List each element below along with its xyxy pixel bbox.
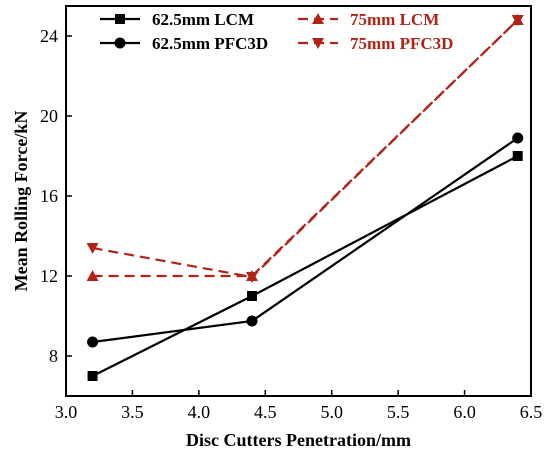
data-point-triangle-up: [86, 270, 99, 281]
series-line: [92, 137, 519, 344]
y-axis-title: Mean Rolling Force/kN: [11, 111, 31, 292]
x-tick-label: 3.5: [121, 402, 144, 422]
plot-area-border: [65, 5, 532, 397]
plot-frame: [65, 5, 532, 397]
legend: 62.5mm LCM 62.5mm PFC3D 75mm LCM 75mm PFC3D: [100, 10, 453, 53]
x-tick-label: 6.0: [453, 402, 476, 422]
data-point-triangle-down: [86, 243, 99, 254]
x-tick-label: 5.5: [387, 402, 410, 422]
series-2: [86, 14, 524, 281]
series-line: [92, 155, 519, 377]
legend-label: 75mm PFC3D: [350, 34, 453, 53]
y-tick-label: 8: [49, 346, 58, 366]
legend-item: 62.5mm LCM: [100, 10, 254, 29]
legend-label: 75mm LCM: [350, 10, 439, 29]
x-tick-label: 4.0: [188, 402, 211, 422]
x-tick-label: 6.5: [520, 402, 543, 422]
series-3: [86, 15, 524, 283]
x-tick-label: 4.5: [254, 402, 277, 422]
axis-ticks: 3.0 3.5 4.0 4.5 5.0 5.5 6.0 6.5 8 12 16 20 24: [40, 26, 542, 422]
x-tick-label: 3.0: [55, 402, 78, 422]
data-point-triangle-down: [246, 272, 258, 283]
data-point-circle: [246, 315, 258, 327]
data-point-circle: [114, 37, 126, 49]
data-point-triangle-up: [312, 13, 324, 24]
legend-item: 75mm LCM: [298, 10, 439, 29]
y-tick-label: 16: [40, 186, 58, 206]
data-point-triangle-down: [312, 38, 324, 49]
data-point-square: [115, 14, 125, 24]
x-axis-title: Disc Cutters Penetration/mm: [186, 430, 411, 450]
data-point-circle: [512, 132, 524, 144]
x-tick-label: 5.0: [320, 402, 343, 422]
legend-item: 62.5mm PFC3D: [100, 34, 268, 53]
data-point-square: [87, 371, 98, 381]
legend-label: 62.5mm PFC3D: [152, 34, 268, 53]
series-line: [92, 19, 519, 279]
y-tick-label: 12: [40, 266, 58, 286]
data-point-square: [512, 151, 523, 161]
legend-label: 62.5mm LCM: [152, 10, 254, 29]
legend-item: 75mm PFC3D: [298, 34, 453, 53]
data-point-triangle-down: [511, 15, 524, 26]
series-group: [86, 14, 524, 381]
series-line: [92, 19, 519, 278]
y-tick-label: 24: [40, 26, 58, 46]
series-1: [87, 132, 524, 348]
data-point-circle: [87, 336, 99, 348]
data-point-square: [247, 291, 257, 301]
y-tick-label: 20: [40, 106, 58, 126]
series-0: [87, 151, 523, 381]
